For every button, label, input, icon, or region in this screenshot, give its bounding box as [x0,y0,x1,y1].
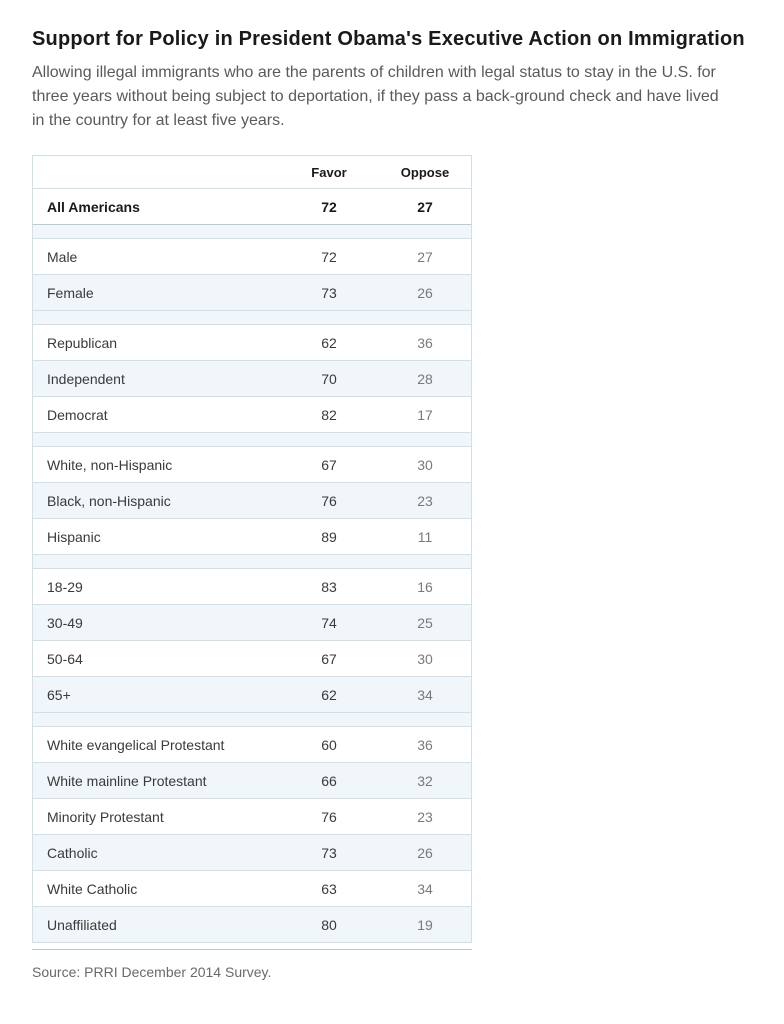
source-line: Source: PRRI December 2014 Survey. [32,964,752,980]
table-row: Independent7028 [32,361,472,397]
total-favor: 72 [281,199,377,215]
row-oppose: 17 [377,407,473,423]
row-label: Male [33,249,281,265]
row-favor: 82 [281,407,377,423]
total-oppose: 27 [377,199,473,215]
row-label: Minority Protestant [33,809,281,825]
table-row: Minority Protestant7623 [32,799,472,835]
row-favor: 73 [281,845,377,861]
row-label: 65+ [33,687,281,703]
table-row: 30-497425 [32,605,472,641]
row-label: White mainline Protestant [33,773,281,789]
header-favor: Favor [281,165,377,180]
header-oppose: Oppose [377,165,473,180]
table-row: Female7326 [32,275,472,311]
table-row: Republican6236 [32,325,472,361]
row-favor: 66 [281,773,377,789]
row-favor: 83 [281,579,377,595]
row-oppose: 26 [377,845,473,861]
chart-subtitle: Allowing illegal immigrants who are the … [32,61,732,133]
row-oppose: 23 [377,809,473,825]
group-spacer [32,713,472,727]
row-label: Catholic [33,845,281,861]
row-favor: 62 [281,335,377,351]
table-row: White mainline Protestant6632 [32,763,472,799]
table-row: White Catholic6334 [32,871,472,907]
row-oppose: 32 [377,773,473,789]
row-favor: 67 [281,457,377,473]
row-favor: 80 [281,917,377,933]
row-label: Democrat [33,407,281,423]
total-row: All Americans 72 27 [32,189,472,225]
row-oppose: 30 [377,457,473,473]
chart-title: Support for Policy in President Obama's … [32,28,752,51]
table-row: Unaffiliated8019 [32,907,472,943]
group-spacer [32,555,472,569]
row-oppose: 36 [377,335,473,351]
group-spacer [32,311,472,325]
row-favor: 74 [281,615,377,631]
row-oppose: 26 [377,285,473,301]
row-oppose: 30 [377,651,473,667]
table-row: Hispanic8911 [32,519,472,555]
row-label: Hispanic [33,529,281,545]
table-row: Black, non-Hispanic7623 [32,483,472,519]
group-spacer [32,433,472,447]
row-oppose: 16 [377,579,473,595]
row-label: Unaffiliated [33,917,281,933]
row-favor: 63 [281,881,377,897]
row-label: Female [33,285,281,301]
table-row: Catholic7326 [32,835,472,871]
row-favor: 60 [281,737,377,753]
row-label: 30-49 [33,615,281,631]
row-favor: 76 [281,493,377,509]
row-label: Black, non-Hispanic [33,493,281,509]
row-favor: 89 [281,529,377,545]
row-favor: 76 [281,809,377,825]
row-favor: 67 [281,651,377,667]
row-label: White Catholic [33,881,281,897]
row-label: White evangelical Protestant [33,737,281,753]
table-row: 18-298316 [32,569,472,605]
row-oppose: 28 [377,371,473,387]
row-label: White, non-Hispanic [33,457,281,473]
row-oppose: 19 [377,917,473,933]
table-header-row: Favor Oppose [32,155,472,189]
row-label: Independent [33,371,281,387]
table-row: 50-646730 [32,641,472,677]
row-oppose: 11 [377,529,473,545]
row-oppose: 23 [377,493,473,509]
table-row: Democrat8217 [32,397,472,433]
table-row: White, non-Hispanic6730 [32,447,472,483]
row-label: 18-29 [33,579,281,595]
row-favor: 72 [281,249,377,265]
data-table: Favor Oppose All Americans 72 27 Male722… [32,155,472,943]
row-oppose: 34 [377,687,473,703]
row-favor: 73 [281,285,377,301]
row-oppose: 36 [377,737,473,753]
row-favor: 70 [281,371,377,387]
table-row: Male7227 [32,239,472,275]
row-label: Republican [33,335,281,351]
row-label: 50-64 [33,651,281,667]
table-row: 65+6234 [32,677,472,713]
row-oppose: 27 [377,249,473,265]
row-oppose: 25 [377,615,473,631]
table-row: White evangelical Protestant6036 [32,727,472,763]
total-label: All Americans [33,199,281,215]
group-spacer [32,225,472,239]
bottom-rule [32,949,472,950]
row-favor: 62 [281,687,377,703]
row-oppose: 34 [377,881,473,897]
